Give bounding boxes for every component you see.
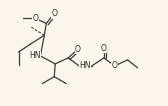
Text: O: O bbox=[32, 14, 38, 23]
Text: O: O bbox=[112, 61, 118, 70]
Text: HN: HN bbox=[79, 61, 91, 70]
Text: O: O bbox=[75, 45, 81, 54]
Text: O: O bbox=[51, 9, 57, 18]
Text: HN: HN bbox=[29, 51, 40, 60]
Text: O: O bbox=[101, 44, 107, 53]
